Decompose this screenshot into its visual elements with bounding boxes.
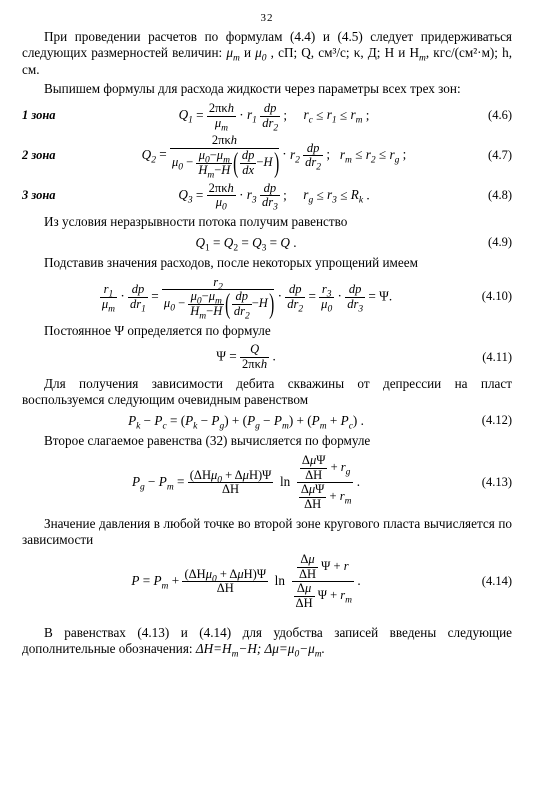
- eq-4-11-body: Ψ = Q2πκh .: [22, 343, 470, 372]
- eq-4-12: Pk − Pc = (Pk − Pg) + (Pg − Pm) + (Pm + …: [22, 413, 512, 430]
- eq-4-9-body: Q1 = Q2 = Q3 = Q .: [22, 235, 470, 252]
- para-intro-tail: , сП; Q, см³/с; κ, Д; H и H: [271, 45, 419, 60]
- sym-mu-m: μm: [226, 45, 240, 60]
- sym-mu-0: μ0: [255, 45, 266, 60]
- eq-4-13: Pg − Pm = (ΔHμ0 + ΔμH)Ψ ΔH ln ΔμΨΔH + rg…: [22, 454, 512, 512]
- eq-4-14-body: P = Pm + (ΔHμ0 + ΔμH)Ψ ΔH ln ΔμΔH Ψ + r …: [22, 553, 470, 611]
- eq-zone-1: 1 зона Q1 = 2πκhμm · r1 dpdr2 ; rc ≤ r1 …: [22, 102, 512, 131]
- eq-zone-3: 3 зона Q3 = 2πκhμ0 · r3 dpdr3 ; rg ≤ r3 …: [22, 182, 512, 211]
- eq-4-11-num: (4.11): [470, 350, 512, 366]
- para-subst: Подставив значения расходов, после некот…: [22, 255, 512, 272]
- eq-4-7-body: Q2 = 2πκh μ0 − μ0−μm Hm−H ( dpdx−H ) · r…: [78, 134, 470, 177]
- def-dh: ΔH=Hm−H; Δμ=μ0−μm.: [196, 641, 325, 656]
- zone-1-label: 1 зона: [22, 108, 78, 124]
- para-continuity: Из условия неразрывности потока получим …: [22, 214, 512, 231]
- eq-4-13-body: Pg − Pm = (ΔHμ0 + ΔμH)Ψ ΔH ln ΔμΨΔH + rg…: [22, 454, 470, 512]
- eq-4-10: r1μm · dpdr1 = r2 μ0 − μ0−μm Hm−H ( dpdr…: [22, 276, 512, 319]
- eq-4-10-num: (4.10): [470, 289, 512, 305]
- para-depression: Для получения зависимости дебита скважин…: [22, 376, 512, 409]
- eq-4-14: P = Pm + (ΔHμ0 + ΔμH)Ψ ΔH ln ΔμΔH Ψ + r …: [22, 553, 512, 611]
- para-pressure: Значение давления в любой точке во второ…: [22, 516, 512, 549]
- eq-4-9-num: (4.9): [470, 235, 512, 251]
- and-word: и: [244, 45, 255, 60]
- eq-4-6-body: Q1 = 2πκhμm · r1 dpdr2 ; rc ≤ r1 ≤ rm ;: [78, 102, 470, 131]
- eq-4-13-num: (4.13): [470, 475, 512, 491]
- page-number: 32: [22, 12, 512, 26]
- eq-4-14-num: (4.14): [470, 574, 512, 590]
- eq-4-10-body: r1μm · dpdr1 = r2 μ0 − μ0−μm Hm−H ( dpdr…: [22, 276, 470, 319]
- para-intro: При проведении расчетов по формулам (4.4…: [22, 29, 512, 79]
- para-second-term: Второе слагаемое равенства (32) вычисляе…: [22, 433, 512, 450]
- eq-4-7-num: (4.7): [470, 148, 512, 164]
- zone-2-label: 2 зона: [22, 148, 78, 164]
- page-root: 32 При проведении расчетов по формулам (…: [0, 0, 534, 792]
- eq-4-12-num: (4.12): [470, 413, 512, 429]
- eq-4-8-num: (4.8): [470, 188, 512, 204]
- zone-3-label: 3 зона: [22, 188, 78, 204]
- eq-4-9: Q1 = Q2 = Q3 = Q . (4.9): [22, 235, 512, 252]
- eq-4-12-body: Pk − Pc = (Pk − Pg) + (Pg − Pm) + (Pm + …: [22, 413, 470, 430]
- eq-zone-2: 2 зона Q2 = 2πκh μ0 − μ0−μm Hm−H ( dpdx−…: [22, 134, 512, 177]
- eq-4-11: Ψ = Q2πκh . (4.11): [22, 343, 512, 372]
- para-formulas-intro: Выпишем формулы для расхода жидкости чер…: [22, 81, 512, 98]
- para-psi: Постоянное Ψ определяется по формуле: [22, 323, 512, 340]
- eq-4-6-num: (4.6): [470, 108, 512, 124]
- para-defs: В равенствах (4.13) и (4.14) для удобств…: [22, 625, 512, 658]
- eq-4-8-body: Q3 = 2πκhμ0 · r3 dpdr3 ; rg ≤ r3 ≤ Rk .: [78, 182, 470, 211]
